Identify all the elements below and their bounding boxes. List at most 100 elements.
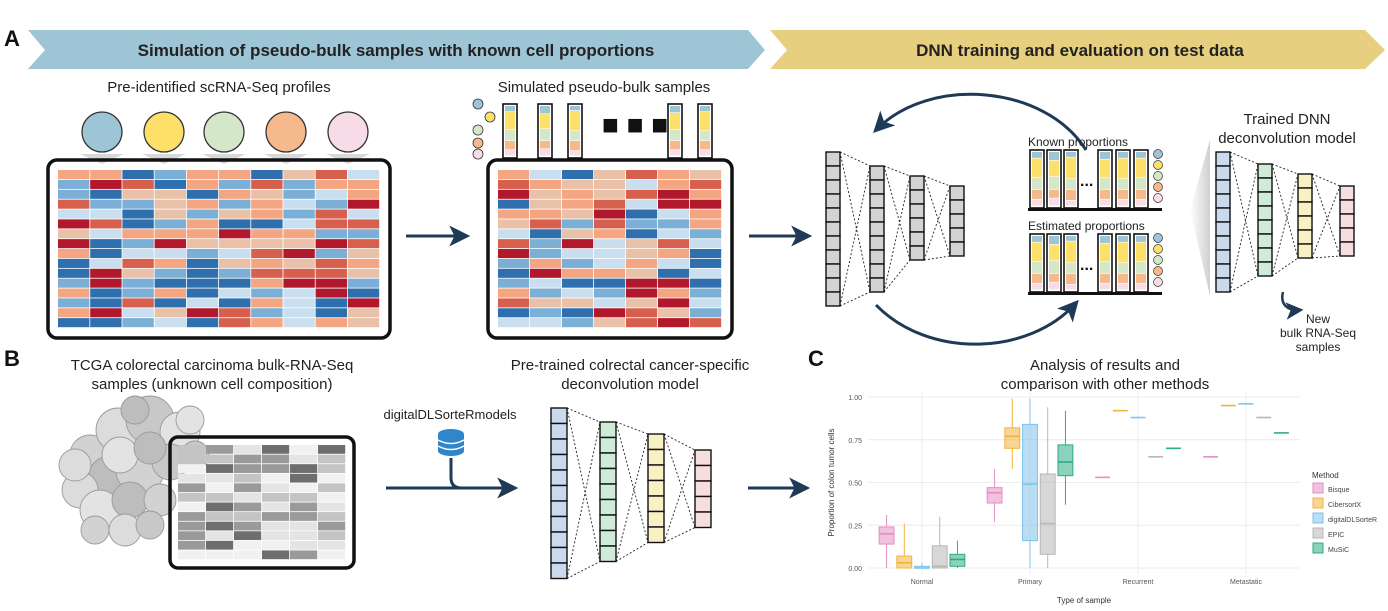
heatmap-cell xyxy=(262,492,290,502)
box-body xyxy=(1022,423,1038,542)
legend-dot xyxy=(1153,182,1163,192)
heatmap-cell xyxy=(178,540,206,550)
heatmap-cell xyxy=(315,308,347,318)
heatmap-cell xyxy=(658,179,690,189)
heatmap-cell xyxy=(530,170,562,180)
dnn-connection xyxy=(1229,151,1259,165)
heatmap-cell xyxy=(122,209,154,219)
heatmap-cell xyxy=(122,268,154,278)
heatmap-cell xyxy=(658,268,690,278)
heatmap-cell xyxy=(186,308,219,318)
heatmap-cell xyxy=(347,209,380,219)
dnn-node xyxy=(825,235,841,251)
dnn-node xyxy=(1297,229,1313,245)
dnn-node xyxy=(1215,221,1231,237)
dnn-node xyxy=(550,422,568,440)
proportion-segment xyxy=(1066,157,1076,179)
legend-dot xyxy=(1153,255,1163,265)
proportion-segment xyxy=(1118,273,1128,283)
heatmap-cell xyxy=(347,179,380,189)
heatmap-cell xyxy=(690,170,722,180)
heatmap-cell xyxy=(178,521,206,531)
heatmap-cell xyxy=(626,209,658,219)
heatmap-cell xyxy=(186,239,219,249)
heatmap-cell xyxy=(262,502,290,512)
heatmap-cell xyxy=(594,170,626,180)
heatmap-cell xyxy=(154,219,186,229)
heatmap-cell xyxy=(90,288,122,298)
dnn-node xyxy=(599,498,617,516)
cell-icon xyxy=(327,111,369,153)
heatmap-cell xyxy=(251,179,283,189)
proportion-segment xyxy=(1136,177,1146,190)
box-body xyxy=(949,553,966,567)
heatmap-cell xyxy=(594,189,626,199)
heatmap-cell xyxy=(251,170,283,180)
heatmap-cell xyxy=(594,308,626,318)
dnn-node xyxy=(599,452,617,470)
legend-dot xyxy=(1153,277,1163,287)
panel-letter-c: C xyxy=(808,346,824,371)
heatmap-cell xyxy=(154,258,186,268)
banner-right-arrow xyxy=(770,30,1385,69)
heatmap-cell xyxy=(251,308,283,318)
heatmap-cell xyxy=(122,298,154,308)
heatmap-cell xyxy=(283,209,315,219)
heatmap-cell xyxy=(315,209,347,219)
heatmap-cell xyxy=(530,278,562,288)
pseudobulk-bars xyxy=(472,98,713,160)
heatmap-cell xyxy=(186,209,219,219)
heatmap-cell xyxy=(498,189,530,199)
dnn-node xyxy=(869,221,885,237)
legend-swatch xyxy=(1312,497,1324,509)
x-tick-label: Primary xyxy=(1018,579,1043,586)
heatmap-cell xyxy=(178,483,206,493)
dnn-node xyxy=(1215,193,1231,209)
heatmap-cell xyxy=(498,318,530,328)
dnn-node xyxy=(909,231,925,247)
heatmap-cell xyxy=(251,189,283,199)
heatmap-cell xyxy=(283,239,315,249)
heatmap-cell xyxy=(562,219,594,229)
heatmap-cell xyxy=(530,239,562,249)
heatmap-cell xyxy=(626,249,658,259)
heatmap-cell xyxy=(90,249,122,259)
heatmap-cell xyxy=(658,278,690,288)
heatmap-cell xyxy=(315,288,347,298)
heatmap-cell xyxy=(626,318,658,328)
proportion-segment xyxy=(570,106,580,111)
dnn-connection xyxy=(663,433,696,528)
heatmap-cell xyxy=(530,298,562,308)
dnn-node xyxy=(825,193,841,209)
proportion-segment xyxy=(1118,283,1128,290)
dnn-node xyxy=(599,529,617,547)
heatmap-cell xyxy=(186,318,219,328)
dnn-connection xyxy=(1229,163,1259,293)
heatmap-cell xyxy=(318,454,346,464)
heatmap-cell xyxy=(154,199,186,209)
proportion-segment xyxy=(505,141,515,150)
dnn-connection xyxy=(615,542,649,562)
heatmap-cell xyxy=(690,239,722,249)
heatmap-cell xyxy=(219,189,251,199)
legend-dot xyxy=(1153,171,1163,181)
dnn-connection xyxy=(1271,173,1299,277)
heatmap-cell xyxy=(234,464,262,473)
dnn-connection xyxy=(1311,173,1341,187)
proportion-segment xyxy=(1066,200,1076,206)
proportion-segment xyxy=(540,106,550,114)
dnn-node xyxy=(1257,261,1273,277)
heatmap-cell xyxy=(206,464,234,473)
analysis-title-1: Analysis of results and xyxy=(1030,357,1180,374)
funnel-shade xyxy=(1190,140,1210,296)
heatmap-cell xyxy=(690,258,722,268)
heatmap-cell xyxy=(234,454,262,464)
heatmap-cell xyxy=(626,298,658,308)
proportion-segment xyxy=(1049,152,1059,161)
dnn-connection xyxy=(615,433,649,562)
heatmap-cell xyxy=(498,249,530,259)
dnn-node xyxy=(869,179,885,195)
heatmap-cell xyxy=(219,298,251,308)
proportion-segment xyxy=(1049,273,1059,282)
